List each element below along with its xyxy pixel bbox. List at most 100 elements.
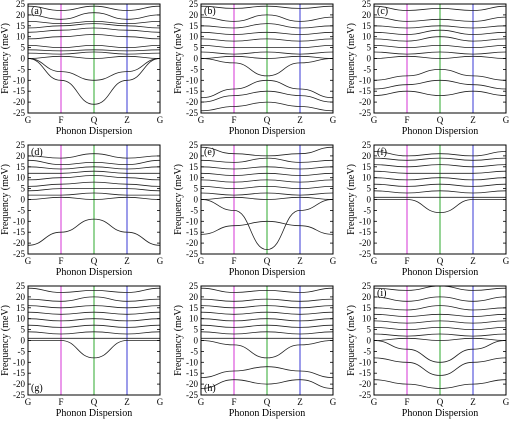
y-tick-label: 25 xyxy=(362,0,372,9)
y-tick-label: -25 xyxy=(186,390,198,400)
y-tick-label: -5 xyxy=(364,64,372,74)
y-tick-label: 20 xyxy=(362,10,372,20)
y-tick-label: -5 xyxy=(191,64,199,74)
dispersion-branch xyxy=(201,55,333,59)
y-tick-label: 15 xyxy=(16,162,26,172)
x-tick-label: G xyxy=(157,256,164,266)
x-tick-label: G xyxy=(25,115,32,125)
y-tick-label: 25 xyxy=(189,281,199,291)
dispersion-branch xyxy=(201,172,333,176)
x-tick-label: G xyxy=(503,256,510,266)
y-tick-label: -10 xyxy=(13,357,25,367)
y-tick-label: -10 xyxy=(186,357,198,367)
y-tick-label: -15 xyxy=(13,86,25,96)
x-axis-title: Phonon Dispersion xyxy=(229,408,305,419)
x-tick-label: F xyxy=(404,256,409,266)
y-tick-label: 0 xyxy=(21,195,26,205)
x-tick-label: Z xyxy=(124,115,130,125)
x-tick-label: G xyxy=(198,256,205,266)
y-tick-label: 0 xyxy=(194,336,199,346)
y-tick-label: 5 xyxy=(21,325,26,335)
y-tick-label: 25 xyxy=(189,140,199,150)
dispersion-branch xyxy=(201,379,333,389)
x-axis-title: Phonon Dispersion xyxy=(402,408,478,419)
dispersion-branch xyxy=(201,324,333,328)
y-tick-label: 5 xyxy=(367,184,372,194)
y-tick-label: -15 xyxy=(186,86,198,96)
y-tick-label: 20 xyxy=(362,151,372,161)
panel-label: (e) xyxy=(204,147,215,158)
dispersion-branch xyxy=(28,218,160,246)
y-tick-label: -25 xyxy=(186,108,198,118)
y-axis-title: Frequency (meV) xyxy=(346,164,357,235)
panel-label: (h) xyxy=(204,383,216,394)
dispersion-branch xyxy=(201,331,333,335)
panel-label: (g) xyxy=(31,383,43,394)
dispersion-branch xyxy=(374,16,506,22)
dispersion-branch xyxy=(374,36,506,42)
y-tick-label: 10 xyxy=(16,314,26,324)
branches-group xyxy=(28,5,160,105)
dispersion-branch xyxy=(201,38,333,42)
dispersion-branch xyxy=(374,170,506,174)
dispersion-branch xyxy=(201,298,333,302)
dispersion-branch xyxy=(374,337,506,341)
dispersion-branch xyxy=(28,12,160,20)
x-tick-label: G xyxy=(198,397,205,407)
y-tick-label: 25 xyxy=(16,0,26,9)
dispersion-branch xyxy=(201,199,333,251)
x-axis-title: Phonon Dispersion xyxy=(402,126,478,137)
x-tick-label: Z xyxy=(124,256,130,266)
branches-group xyxy=(28,287,160,359)
dispersion-branch xyxy=(201,79,333,99)
dispersion-branch xyxy=(28,296,160,302)
x-tick-label: F xyxy=(231,115,236,125)
x-tick-label: Q xyxy=(264,115,271,125)
y-tick-label: 15 xyxy=(362,162,372,172)
dispersion-branch xyxy=(374,177,506,181)
y-tick-label: -15 xyxy=(13,227,25,237)
dispersion-branch xyxy=(374,183,506,187)
y-tick-label: -5 xyxy=(18,64,26,74)
panel-label: (b) xyxy=(204,6,216,17)
y-tick-label: 20 xyxy=(189,151,199,161)
y-tick-label: -10 xyxy=(13,216,25,226)
y-tick-label: -20 xyxy=(13,379,25,389)
y-tick-label: 25 xyxy=(16,281,26,291)
y-tick-label: -25 xyxy=(186,249,198,259)
y-tick-label: 10 xyxy=(189,314,199,324)
dispersion-branch xyxy=(201,23,333,29)
y-axis-title: Frequency (meV) xyxy=(173,23,184,94)
x-tick-label: G xyxy=(330,115,337,125)
dispersion-branch xyxy=(374,286,506,291)
y-tick-label: 0 xyxy=(21,336,26,346)
dispersion-branch xyxy=(374,320,506,324)
x-tick-label: G xyxy=(371,115,378,125)
y-tick-label: 0 xyxy=(194,54,199,64)
branches-group xyxy=(374,5,506,97)
y-tick-label: -5 xyxy=(18,346,26,356)
x-axis-title: Phonon Dispersion xyxy=(402,267,478,278)
dispersion-branch xyxy=(374,190,506,194)
dispersion-branch xyxy=(201,45,333,49)
y-axis-title: Frequency (meV) xyxy=(173,305,184,376)
y-tick-label: -5 xyxy=(364,205,372,215)
branches-group xyxy=(201,146,333,251)
dispersion-branch xyxy=(28,58,160,81)
x-tick-label: Z xyxy=(470,115,476,125)
y-tick-label: 0 xyxy=(194,195,199,205)
dispersion-branch xyxy=(374,5,506,11)
dispersion-branch xyxy=(201,179,333,183)
y-tick-label: 20 xyxy=(16,151,26,161)
panel-label: (d) xyxy=(31,147,43,158)
x-tick-label: Z xyxy=(297,397,303,407)
y-axis-title: Frequency (meV) xyxy=(0,164,11,235)
y-tick-label: 25 xyxy=(16,140,26,150)
dispersion-branch xyxy=(374,357,506,376)
